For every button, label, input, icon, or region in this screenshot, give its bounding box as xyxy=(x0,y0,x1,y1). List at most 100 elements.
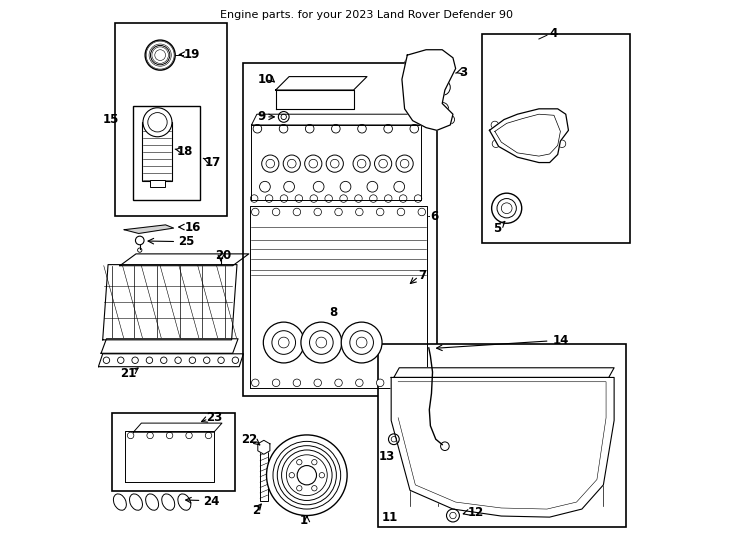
Text: 19: 19 xyxy=(184,48,200,60)
Circle shape xyxy=(491,121,498,129)
Circle shape xyxy=(335,208,342,216)
Circle shape xyxy=(295,195,302,202)
Polygon shape xyxy=(402,50,456,130)
Circle shape xyxy=(189,357,196,363)
Text: 3: 3 xyxy=(459,66,468,79)
Circle shape xyxy=(404,59,413,68)
Circle shape xyxy=(284,181,294,192)
Bar xyxy=(378,344,626,527)
Circle shape xyxy=(314,208,321,216)
Circle shape xyxy=(397,379,404,387)
Circle shape xyxy=(492,193,522,223)
Circle shape xyxy=(305,155,322,172)
Circle shape xyxy=(440,442,449,450)
Circle shape xyxy=(397,208,404,216)
Text: 2: 2 xyxy=(252,504,260,517)
Text: 4: 4 xyxy=(550,27,558,40)
Text: 1: 1 xyxy=(299,514,308,527)
Circle shape xyxy=(250,195,258,202)
Text: Engine parts. for your 2023 Land Rover Defender 90: Engine parts. for your 2023 Land Rover D… xyxy=(220,10,514,20)
Circle shape xyxy=(272,379,280,387)
Circle shape xyxy=(559,140,566,147)
Bar xyxy=(150,180,165,187)
Circle shape xyxy=(399,195,407,202)
Circle shape xyxy=(305,124,314,133)
Text: 12: 12 xyxy=(468,507,484,519)
Polygon shape xyxy=(101,339,238,353)
Circle shape xyxy=(414,195,422,202)
Ellipse shape xyxy=(178,494,191,510)
Circle shape xyxy=(297,485,302,491)
Bar xyxy=(482,33,630,243)
Polygon shape xyxy=(394,368,614,377)
Circle shape xyxy=(297,460,302,465)
Circle shape xyxy=(394,181,404,192)
Circle shape xyxy=(446,509,459,522)
Circle shape xyxy=(319,472,324,478)
Circle shape xyxy=(340,195,347,202)
Polygon shape xyxy=(134,423,222,432)
Ellipse shape xyxy=(129,494,142,510)
Ellipse shape xyxy=(161,494,175,510)
Text: 24: 24 xyxy=(203,495,219,508)
Circle shape xyxy=(434,79,450,96)
Text: 9: 9 xyxy=(258,110,266,124)
Text: 20: 20 xyxy=(216,249,232,262)
Polygon shape xyxy=(252,114,424,125)
Text: 15: 15 xyxy=(103,113,119,126)
Circle shape xyxy=(186,432,192,438)
Circle shape xyxy=(146,357,153,363)
Circle shape xyxy=(253,124,262,133)
Circle shape xyxy=(355,195,362,202)
Circle shape xyxy=(332,124,340,133)
Circle shape xyxy=(314,379,321,387)
Text: 14: 14 xyxy=(553,334,569,347)
Circle shape xyxy=(388,434,399,444)
Circle shape xyxy=(289,472,294,478)
Circle shape xyxy=(341,322,382,363)
Circle shape xyxy=(279,124,288,133)
Text: 18: 18 xyxy=(176,145,192,158)
Circle shape xyxy=(353,155,370,172)
Bar xyxy=(112,414,236,491)
Polygon shape xyxy=(126,431,214,482)
Polygon shape xyxy=(276,77,367,90)
Circle shape xyxy=(167,432,172,438)
Circle shape xyxy=(262,155,279,172)
Text: 10: 10 xyxy=(258,73,274,86)
Circle shape xyxy=(367,181,378,192)
Circle shape xyxy=(145,40,175,70)
Text: 7: 7 xyxy=(418,269,426,282)
Circle shape xyxy=(326,155,344,172)
Circle shape xyxy=(335,379,342,387)
Text: 25: 25 xyxy=(178,235,195,248)
Circle shape xyxy=(161,357,167,363)
Bar xyxy=(260,444,268,501)
Bar xyxy=(244,63,437,396)
Circle shape xyxy=(410,124,418,133)
Circle shape xyxy=(278,112,289,122)
Circle shape xyxy=(385,195,392,202)
Circle shape xyxy=(206,432,211,438)
Circle shape xyxy=(103,357,109,363)
Circle shape xyxy=(136,236,144,245)
Circle shape xyxy=(374,155,392,172)
Circle shape xyxy=(128,432,134,438)
Circle shape xyxy=(436,103,448,115)
Polygon shape xyxy=(103,265,237,340)
Circle shape xyxy=(310,195,318,202)
Text: 23: 23 xyxy=(206,411,222,424)
Circle shape xyxy=(147,432,153,438)
Circle shape xyxy=(301,322,342,363)
Circle shape xyxy=(355,208,363,216)
Circle shape xyxy=(377,379,384,387)
Polygon shape xyxy=(98,354,244,367)
Polygon shape xyxy=(391,377,614,517)
Polygon shape xyxy=(250,206,427,388)
Circle shape xyxy=(377,208,384,216)
Circle shape xyxy=(143,108,172,137)
Circle shape xyxy=(293,379,301,387)
Circle shape xyxy=(312,485,317,491)
Polygon shape xyxy=(276,90,354,109)
Ellipse shape xyxy=(114,494,126,510)
